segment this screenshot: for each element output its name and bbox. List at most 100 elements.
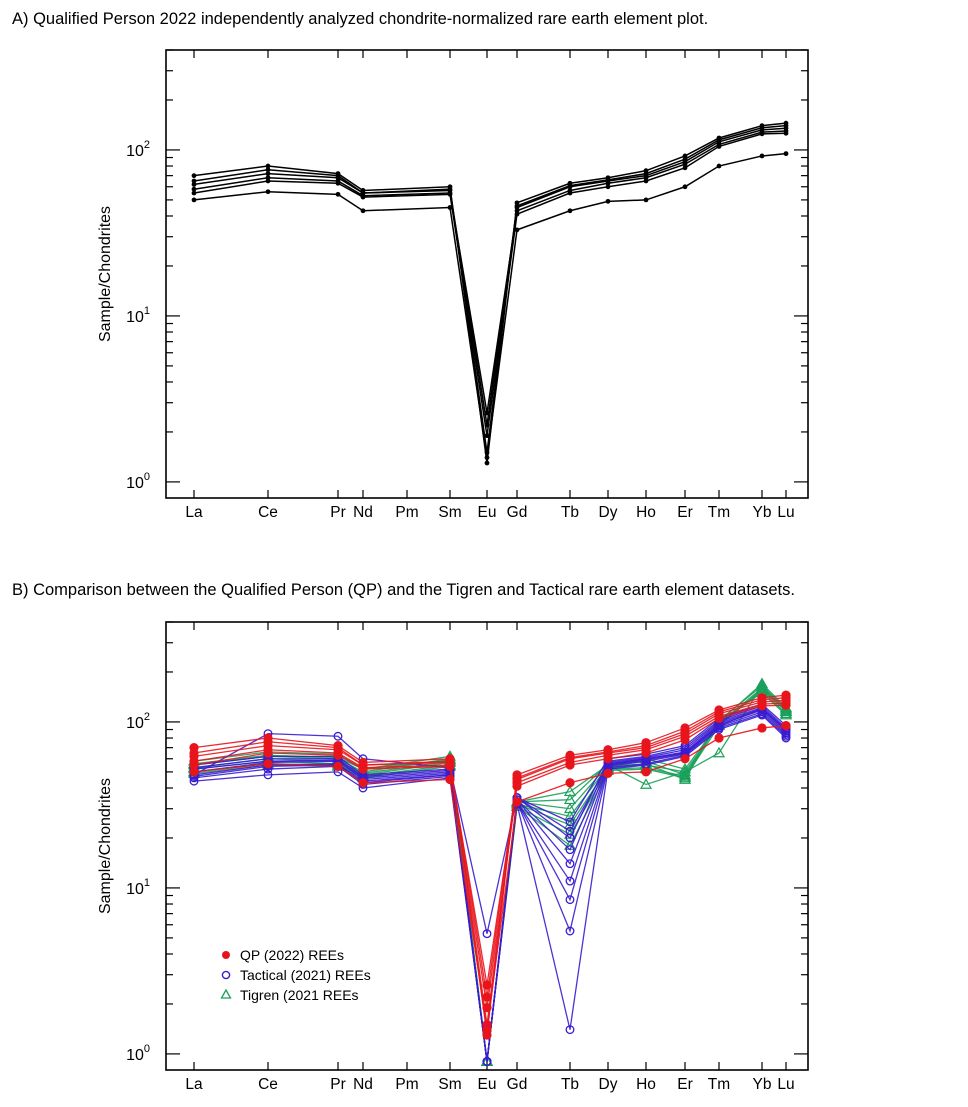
data-point-qp	[445, 761, 455, 771]
y-tick-label: 100	[126, 471, 150, 492]
x-tick-label-tb: Tb	[561, 504, 579, 521]
legend-marker-tactical	[221, 970, 231, 980]
y-axis-label: Sample/Chondrites	[97, 778, 114, 914]
data-point	[265, 167, 271, 173]
data-point-qp	[263, 748, 273, 758]
x-tick-label-sm: Sm	[438, 504, 461, 521]
data-point-qp	[263, 759, 273, 769]
data-point	[265, 189, 271, 195]
series-line-qp	[193, 122, 787, 464]
data-point	[335, 180, 341, 186]
data-point-qp	[189, 760, 199, 770]
data-point	[191, 190, 197, 196]
series-line-qp	[193, 130, 787, 414]
x-tick-label-tb: Tb	[561, 1076, 579, 1093]
data-point-qp	[603, 768, 613, 778]
data-point	[514, 211, 520, 217]
series-line-qp	[193, 132, 787, 436]
data-point-qp	[333, 750, 343, 760]
series-line-qp	[193, 127, 787, 426]
x-tick-label-gd: Gd	[507, 1076, 528, 1093]
data-point-qp	[358, 764, 368, 774]
data-point-tactical	[565, 859, 575, 869]
data-point	[447, 205, 453, 210]
data-point	[682, 184, 688, 190]
data-point-qp	[641, 748, 651, 758]
data-point-qp	[757, 723, 767, 733]
data-point-qp	[358, 778, 368, 788]
legend-marker-qp	[222, 951, 230, 959]
x-tick-label-dy: Dy	[599, 504, 618, 521]
data-point-qp	[603, 754, 613, 764]
data-point-tigren	[712, 746, 726, 758]
data-point	[191, 181, 197, 187]
legend-label-tactical: Tactical (2021) REEs	[240, 967, 371, 983]
series-line-tactical	[193, 703, 787, 1062]
data-point	[447, 191, 453, 197]
data-point-tactical	[565, 876, 575, 886]
data-point-tactical	[565, 895, 575, 905]
data-point	[514, 208, 520, 214]
x-tick-label-nd: Nd	[353, 504, 373, 521]
data-point	[265, 178, 271, 184]
data-point-tigren	[678, 765, 692, 777]
chart-b-caption: B) Comparison between the Qualified Pers…	[12, 581, 795, 599]
series-line-tactical	[193, 708, 787, 1062]
x-tick-label-eu: Eu	[478, 504, 497, 521]
data-point	[360, 194, 366, 200]
data-point	[514, 227, 520, 233]
data-point	[643, 197, 649, 203]
series-line-tactical	[193, 706, 787, 1062]
data-point-tigren	[755, 679, 769, 691]
series-line-qp	[193, 152, 787, 458]
data-point-qp	[512, 781, 522, 791]
series-line-qp	[193, 124, 787, 453]
y-tick-label: 101	[126, 877, 150, 898]
x-tick-label-lu: Lu	[777, 1076, 794, 1093]
data-point-tactical	[565, 845, 575, 855]
x-tick-label-la: La	[185, 1076, 203, 1093]
data-point	[605, 184, 611, 190]
data-point-qp	[512, 797, 522, 807]
data-point	[335, 191, 341, 197]
data-point	[484, 410, 490, 416]
data-point-tigren	[678, 771, 692, 783]
data-point-qp	[757, 701, 767, 711]
legend-marker-tigren	[220, 988, 232, 999]
data-point	[360, 208, 366, 214]
data-point-tigren	[563, 785, 577, 797]
x-tick-label-nd: Nd	[353, 1076, 373, 1093]
data-point-qp	[189, 767, 199, 777]
data-point-qp	[680, 754, 690, 764]
x-tick-label-la: La	[185, 504, 203, 521]
data-point	[783, 151, 789, 157]
data-point	[484, 455, 490, 461]
data-point	[682, 165, 688, 171]
y-tick-label: 101	[126, 305, 150, 326]
data-point	[191, 186, 197, 192]
data-point-tactical	[482, 1057, 492, 1066]
data-point	[605, 180, 611, 186]
data-point-tigren	[678, 773, 692, 784]
data-point	[643, 178, 649, 184]
x-tick-label-tm: Tm	[708, 1076, 730, 1093]
data-point-tactical	[565, 1025, 575, 1035]
y-tick-label: 102	[126, 139, 150, 160]
data-point-qp	[680, 735, 690, 745]
x-tick-label-lu: Lu	[777, 504, 794, 521]
data-point	[682, 161, 688, 167]
data-point-qp	[482, 1025, 492, 1035]
x-tick-label-yb: Yb	[753, 504, 772, 521]
data-point-tactical	[565, 833, 575, 843]
x-tick-label-ho: Ho	[636, 504, 656, 521]
data-point	[567, 208, 573, 214]
data-point	[783, 130, 789, 136]
x-tick-label-er: Er	[677, 504, 693, 521]
data-point	[265, 171, 271, 177]
data-point-qp	[641, 767, 651, 777]
data-point-qp	[714, 713, 724, 724]
x-tick-label-ce: Ce	[258, 1076, 278, 1093]
data-point	[567, 190, 573, 196]
data-point-tactical	[263, 770, 273, 780]
data-point	[265, 163, 271, 169]
